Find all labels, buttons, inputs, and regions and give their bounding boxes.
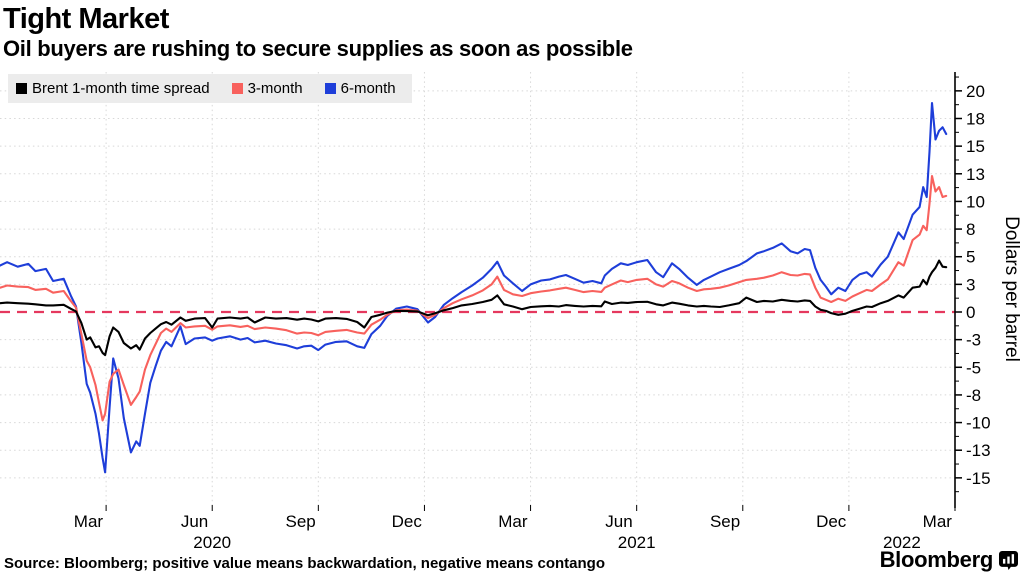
y-tick-label: -13 [966, 441, 991, 460]
chart-header: Tight Market Oil buyers are rushing to s… [3, 2, 1003, 62]
y-tick-label: 8 [966, 220, 975, 239]
page-subtitle: Oil buyers are rushing to secure supplie… [3, 36, 633, 61]
series-line-1-month [0, 259, 948, 357]
x-tick-label: Jun [605, 512, 632, 531]
legend-label-3-month: 3-month [247, 80, 303, 97]
page-title: Tight Market [3, 3, 169, 35]
legend-swatch-6-month [324, 83, 336, 94]
x-tick-label: Mar [923, 512, 953, 531]
x-tick-label: Mar [74, 512, 104, 531]
series-line-3-month [0, 174, 948, 422]
bloomberg-logo-icon [999, 550, 1018, 570]
legend-label-6-month: 6-month [340, 80, 396, 97]
y-tick-label: -5 [966, 358, 981, 377]
bloomberg-wordmark: Bloomberg [879, 547, 994, 572]
legend: Brent 1-month time spread 3-month 6-mont… [8, 74, 412, 103]
y-tick-label: 10 [966, 192, 985, 211]
x-tick-label: Sep [710, 512, 740, 531]
y-tick-label: 3 [966, 275, 975, 294]
x-tick-label: Dec [816, 512, 847, 531]
y-tick-label: -3 [966, 331, 981, 350]
source-note: Source: Bloomberg; positive value means … [4, 555, 605, 572]
x-tick-label: Mar [498, 512, 528, 531]
x-year-label: 2020 [193, 533, 231, 552]
y-tick-label: 5 [966, 248, 975, 267]
y-tick-label: 20 [966, 82, 985, 101]
legend-swatch-3-month [231, 83, 243, 94]
legend-item-3-month: 3-month [231, 80, 303, 97]
y-tick-label: 15 [966, 137, 985, 156]
series-line-6-month [0, 101, 948, 474]
y-tick-label: -15 [966, 469, 991, 488]
legend-item-brent-1-month: Brent 1-month time spread [16, 80, 210, 97]
x-year-label: 2021 [618, 533, 656, 552]
x-year-label: 2022 [883, 533, 921, 552]
legend-label-1-month: Brent 1-month time spread [32, 80, 210, 97]
x-tick-label: Sep [286, 512, 316, 531]
bloomberg-logo: Bloomberg [880, 547, 1018, 573]
y-axis-title: Dollars per barrel [1001, 216, 1022, 362]
x-tick-label: Dec [392, 512, 423, 531]
y-tick-label: 0 [966, 303, 975, 322]
y-tick-label: 18 [966, 110, 985, 129]
y-tick-label: -8 [966, 386, 981, 405]
y-tick-label: 13 [966, 165, 985, 184]
legend-item-6-month: 6-month [324, 80, 396, 97]
legend-swatch-1-month [16, 83, 27, 94]
x-tick-label: Jun [181, 512, 208, 531]
y-tick-label: -10 [966, 414, 991, 433]
